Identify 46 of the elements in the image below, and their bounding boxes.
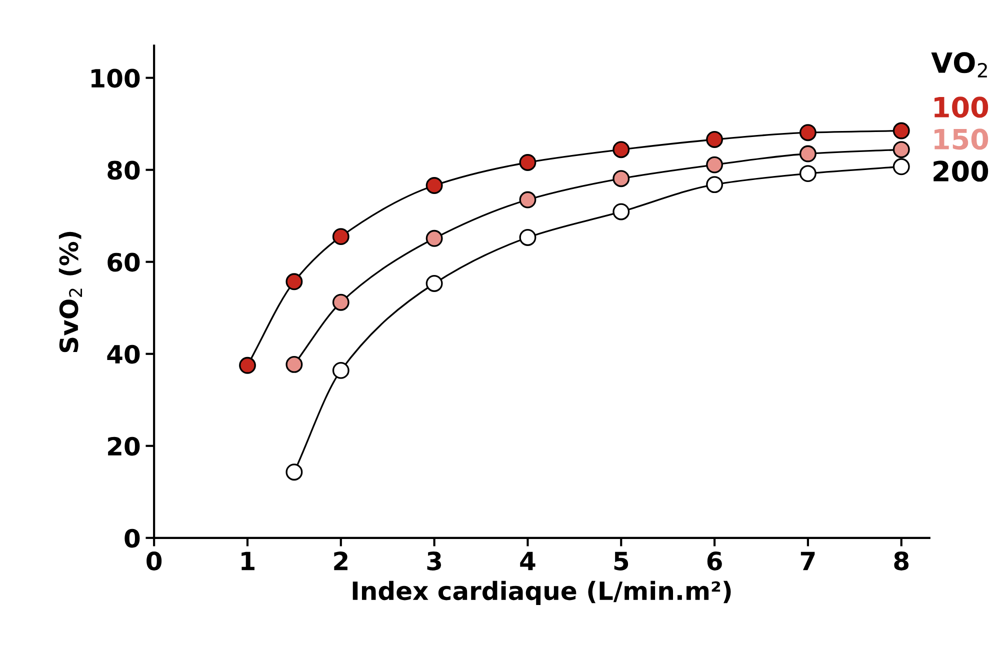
x-tick-label: 4 xyxy=(520,552,536,570)
point xyxy=(286,356,303,373)
point xyxy=(892,141,910,158)
x-tick-label: 3 xyxy=(427,552,442,570)
y-tick-label: 100 xyxy=(92,68,140,88)
point xyxy=(286,273,303,290)
x-tick-label: 1 xyxy=(242,552,254,570)
series-label: 200 xyxy=(934,160,988,182)
y-tick-label: 80 xyxy=(108,160,140,180)
point xyxy=(286,464,303,481)
series-label: 100 xyxy=(934,96,988,118)
y-tick-label: 0 xyxy=(124,528,140,548)
point xyxy=(799,145,816,162)
point xyxy=(426,275,443,292)
x-tick-label: 8 xyxy=(894,552,909,570)
point xyxy=(332,294,350,311)
y-axis-title: SvO$_{2}$ (%) xyxy=(58,232,82,352)
point xyxy=(799,124,816,142)
x-axis-title: Index cardiaque (L/min.m²) xyxy=(352,580,731,606)
point xyxy=(892,158,910,176)
point xyxy=(426,177,443,194)
x-tick-label: 7 xyxy=(800,552,815,570)
point xyxy=(706,156,724,174)
x-tick-label: 5 xyxy=(614,552,628,570)
point xyxy=(519,154,536,171)
point xyxy=(239,356,256,374)
point xyxy=(612,141,630,158)
point xyxy=(892,122,910,140)
point xyxy=(612,203,630,220)
x-tick-label: 6 xyxy=(707,552,722,570)
point xyxy=(706,176,724,194)
point xyxy=(519,229,536,246)
point xyxy=(612,170,630,188)
point xyxy=(519,191,536,208)
series-label: 150 xyxy=(934,128,988,150)
legend-title: VO$_{2}$ xyxy=(931,52,987,78)
y-tick-label: 20 xyxy=(108,436,140,456)
x-tick-label: 0 xyxy=(146,552,162,570)
y-tick-label: 60 xyxy=(108,252,140,272)
x-tick-label: 2 xyxy=(334,552,348,570)
point xyxy=(332,228,350,246)
y-tick-label: 40 xyxy=(107,344,140,364)
point xyxy=(426,230,443,247)
point xyxy=(799,165,816,182)
point xyxy=(706,131,724,148)
point xyxy=(332,362,350,379)
